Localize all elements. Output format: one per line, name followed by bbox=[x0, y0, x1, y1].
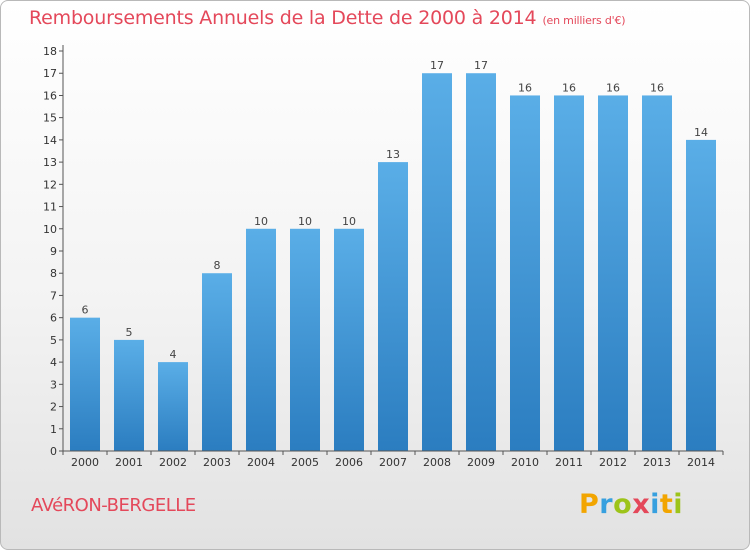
bar-2002 bbox=[158, 362, 188, 451]
y-tick-label-15: 15 bbox=[43, 112, 57, 125]
logo-letter: i bbox=[650, 489, 660, 520]
x-tick-label-2009: 2009 bbox=[467, 456, 495, 469]
logo-letter: P bbox=[579, 489, 600, 520]
x-tick-label-2002: 2002 bbox=[159, 456, 187, 469]
x-tick-label-2007: 2007 bbox=[379, 456, 407, 469]
logo-letter: r bbox=[599, 489, 614, 520]
y-tick-label-14: 14 bbox=[43, 134, 57, 147]
x-tick-label-2004: 2004 bbox=[247, 456, 275, 469]
data-label-2004: 10 bbox=[254, 215, 268, 228]
logo-letter: i bbox=[673, 489, 684, 520]
x-tick-label-2011: 2011 bbox=[555, 456, 583, 469]
data-label-2006: 10 bbox=[342, 215, 356, 228]
y-tick-label-1: 1 bbox=[50, 423, 57, 436]
y-tick-label-0: 0 bbox=[50, 445, 57, 458]
y-tick-label-12: 12 bbox=[43, 178, 57, 191]
data-label-2007: 13 bbox=[386, 148, 400, 161]
data-label-2001: 5 bbox=[126, 326, 133, 339]
data-label-2008: 17 bbox=[430, 59, 444, 72]
logo-letter: x bbox=[632, 489, 651, 520]
bar-2012 bbox=[598, 95, 628, 451]
data-label-2009: 17 bbox=[474, 59, 488, 72]
bar-2006 bbox=[334, 228, 364, 451]
x-tick-label-2003: 2003 bbox=[203, 456, 231, 469]
y-tick-label-7: 7 bbox=[50, 289, 57, 302]
data-label-2010: 16 bbox=[518, 81, 532, 94]
y-tick-label-4: 4 bbox=[50, 356, 57, 369]
x-tick-label-2005: 2005 bbox=[291, 456, 319, 469]
data-label-2003: 8 bbox=[214, 259, 221, 272]
x-tick-label-2000: 2000 bbox=[71, 456, 99, 469]
y-tick-label-11: 11 bbox=[43, 201, 57, 214]
logo-letter: o bbox=[613, 489, 633, 520]
proxiti-logo: Proxiti bbox=[579, 489, 683, 520]
chart-title-text: Remboursements Annuels de la Dette de 20… bbox=[29, 7, 537, 29]
y-tick-label-3: 3 bbox=[50, 378, 57, 391]
logo-letter: t bbox=[659, 489, 674, 520]
x-tick-label-2006: 2006 bbox=[335, 456, 363, 469]
bar-2008 bbox=[422, 73, 452, 451]
x-tick-label-2008: 2008 bbox=[423, 456, 451, 469]
commune-name: AVéRON-BERGELLE bbox=[31, 495, 196, 516]
bar-2007 bbox=[378, 162, 408, 451]
bar-2011 bbox=[554, 95, 584, 451]
x-tick-label-2013: 2013 bbox=[643, 456, 671, 469]
data-label-2002: 4 bbox=[170, 348, 177, 361]
data-label-2011: 16 bbox=[562, 81, 576, 94]
y-tick-label-13: 13 bbox=[43, 156, 57, 169]
chart-title: Remboursements Annuels de la Dette de 20… bbox=[29, 7, 626, 29]
bar-2010 bbox=[510, 95, 540, 451]
bar-2004 bbox=[246, 228, 276, 451]
bar-2003 bbox=[202, 273, 232, 451]
data-label-2014: 14 bbox=[694, 126, 708, 139]
y-tick-label-5: 5 bbox=[50, 334, 57, 347]
y-tick-label-2: 2 bbox=[50, 401, 57, 414]
data-label-2013: 16 bbox=[650, 81, 664, 94]
x-tick-label-2014: 2014 bbox=[687, 456, 715, 469]
y-tick-label-16: 16 bbox=[43, 89, 57, 102]
x-tick-label-2001: 2001 bbox=[115, 456, 143, 469]
chart-unit: (en milliers d'€) bbox=[542, 14, 626, 27]
data-label-2005: 10 bbox=[298, 215, 312, 228]
bar-2009 bbox=[466, 73, 496, 451]
x-tick-label-2010: 2010 bbox=[511, 456, 539, 469]
data-label-2000: 6 bbox=[82, 304, 89, 317]
data-label-2012: 16 bbox=[606, 81, 620, 94]
bar-2014 bbox=[686, 139, 716, 451]
bar-2013 bbox=[642, 95, 672, 451]
bar-2000 bbox=[70, 317, 100, 451]
bar-2005 bbox=[290, 228, 320, 451]
y-tick-label-9: 9 bbox=[50, 245, 57, 258]
y-tick-label-6: 6 bbox=[50, 312, 57, 325]
y-tick-label-10: 10 bbox=[43, 223, 57, 236]
y-tick-label-8: 8 bbox=[50, 267, 57, 280]
x-tick-label-2012: 2012 bbox=[599, 456, 627, 469]
y-tick-label-17: 17 bbox=[43, 67, 57, 80]
bar-2001 bbox=[114, 339, 144, 451]
y-tick-label-18: 18 bbox=[43, 45, 57, 58]
